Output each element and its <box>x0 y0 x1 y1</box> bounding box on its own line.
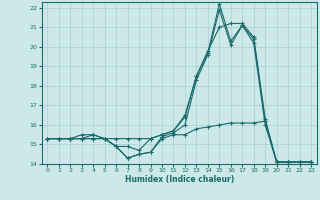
X-axis label: Humidex (Indice chaleur): Humidex (Indice chaleur) <box>124 175 234 184</box>
